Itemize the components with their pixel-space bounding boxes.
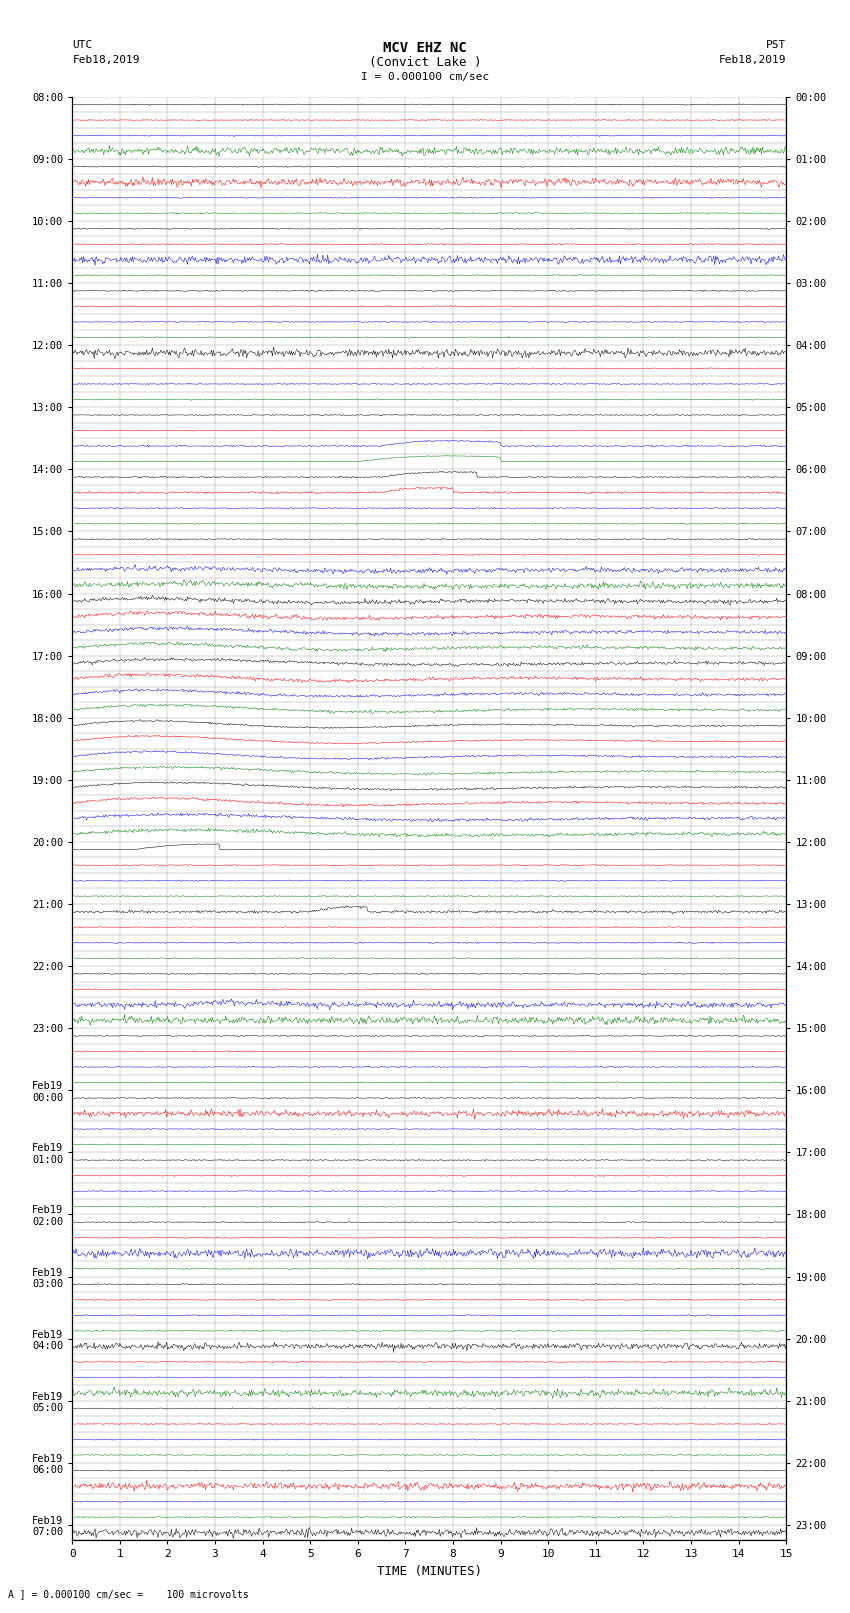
Text: A ] = 0.000100 cm/sec =    100 microvolts: A ] = 0.000100 cm/sec = 100 microvolts [8, 1589, 249, 1598]
Text: MCV EHZ NC: MCV EHZ NC [383, 42, 467, 55]
Text: UTC: UTC [72, 40, 93, 50]
Text: (Convict Lake ): (Convict Lake ) [369, 56, 481, 69]
X-axis label: TIME (MINUTES): TIME (MINUTES) [377, 1565, 482, 1578]
Text: Feb18,2019: Feb18,2019 [72, 55, 139, 65]
Text: I = 0.000100 cm/sec: I = 0.000100 cm/sec [361, 73, 489, 82]
Text: PST: PST [766, 40, 786, 50]
Text: Feb18,2019: Feb18,2019 [719, 55, 786, 65]
